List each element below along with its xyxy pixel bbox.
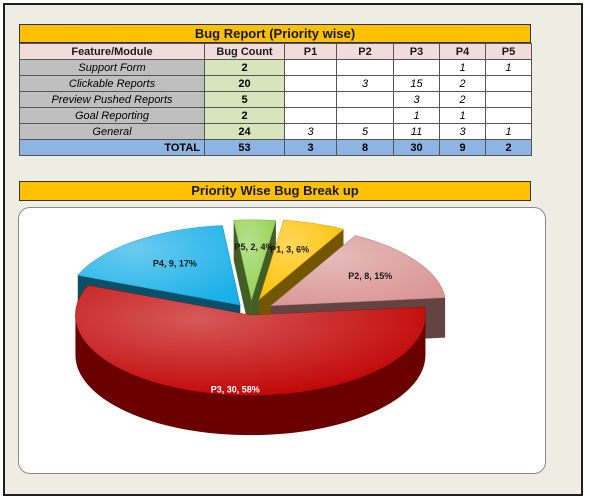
p3-cell: 15 [393, 75, 440, 92]
pie-gloss-p5 [233, 219, 276, 300]
table-row: Support Form 2 1 1 [19, 59, 532, 76]
p4-cell: 2 [439, 75, 486, 92]
p4-cell: 2 [439, 91, 486, 108]
pie-gloss-p1 [259, 220, 344, 300]
report-title: Bug Report (Priority wise) [194, 26, 356, 41]
p1-cell [284, 91, 337, 108]
total-p1: 3 [284, 139, 337, 156]
p2-cell: 3 [336, 75, 394, 92]
chart-title-banner: Priority Wise Bug Break up [19, 181, 531, 201]
pie-face-p5-1 [251, 220, 276, 340]
header-bug-count: Bug Count [204, 43, 285, 60]
p5-cell [485, 107, 532, 124]
header-p4: P4 [439, 43, 486, 60]
pie-face-p5-0 [233, 220, 252, 340]
p4-cell: 1 [439, 59, 486, 76]
p2-cell [336, 91, 394, 108]
p1-cell [284, 75, 337, 92]
p2-cell: 5 [336, 123, 394, 140]
pie-label-p3: P3, 30, 58% [211, 385, 260, 395]
header-p2: P2 [336, 43, 394, 60]
p4-cell: 3 [439, 123, 486, 140]
total-row: TOTAL 53 3 8 30 9 2 [19, 139, 532, 156]
p2-cell [336, 59, 394, 76]
pie-label-p5: P5, 2, 4% [234, 242, 273, 252]
p1-cell: 3 [284, 123, 337, 140]
p5-cell: 1 [485, 59, 532, 76]
p3-cell: 11 [393, 123, 440, 140]
total-p5: 2 [485, 139, 532, 156]
pie-label-p1: P1, 3, 6% [270, 244, 309, 254]
pie-slice-p3 [75, 285, 426, 436]
table-row: General 24 3 5 11 3 1 [19, 123, 532, 140]
total-p2: 8 [336, 139, 394, 156]
p5-cell [485, 91, 532, 108]
table-row: Clickable Reports 20 3 15 2 [19, 75, 532, 92]
table-row: Preview Pushed Reports 5 3 2 [19, 91, 532, 108]
total-count: 53 [204, 139, 285, 156]
total-p4: 9 [439, 139, 486, 156]
p3-cell: 3 [393, 91, 440, 108]
table-row: Goal Reporting 2 1 1 [19, 107, 532, 124]
report-title-banner: Bug Report (Priority wise) [19, 24, 531, 43]
pie-side-p3 [75, 315, 426, 436]
p1-cell [284, 107, 337, 124]
pie-gloss-p4 [77, 225, 241, 306]
header-p1: P1 [284, 43, 337, 60]
p3-cell: 1 [393, 107, 440, 124]
pie-slice-p5 [233, 219, 277, 340]
p4-cell: 1 [439, 107, 486, 124]
header-p5: P5 [485, 43, 532, 60]
bug-report-table: Feature/Module Bug Count P1 P2 P3 P4 P5 … [19, 43, 532, 156]
feature-cell: Clickable Reports [19, 75, 205, 92]
bug-count-cell: 24 [204, 123, 285, 140]
total-label: TOTAL [19, 139, 205, 156]
table-header-row: Feature/Module Bug Count P1 P2 P3 P4 P5 [19, 43, 532, 60]
header-feature: Feature/Module [19, 43, 205, 60]
pie-label-p2: P2, 8, 15% [348, 271, 392, 281]
pie-gloss-p2 [271, 235, 446, 306]
p1-cell [284, 59, 337, 76]
pie-gloss-p3 [75, 285, 426, 396]
feature-cell: Preview Pushed Reports [19, 91, 205, 108]
p3-cell [393, 59, 440, 76]
pie-label-p4: P4, 9, 17% [153, 259, 197, 269]
bug-count-cell: 5 [204, 91, 285, 108]
total-p3: 30 [393, 139, 440, 156]
p5-cell: 1 [485, 123, 532, 140]
feature-cell: Goal Reporting [19, 107, 205, 124]
feature-cell: General [19, 123, 205, 140]
bug-count-cell: 20 [204, 75, 285, 92]
header-p3: P3 [393, 43, 440, 60]
chart-title: Priority Wise Bug Break up [191, 183, 359, 198]
chart-area: P1, 3, 6% P2, 8, 15% P3, 30, 58% P4, 9, 17%… [18, 207, 546, 474]
feature-cell: Support Form [19, 59, 205, 76]
bug-count-cell: 2 [204, 59, 285, 76]
p2-cell [336, 107, 394, 124]
pie-chart: P1, 3, 6% P2, 8, 15% P3, 30, 58% P4, 9, 17%… [75, 219, 446, 436]
bug-count-cell: 2 [204, 107, 285, 124]
p5-cell [485, 75, 532, 92]
